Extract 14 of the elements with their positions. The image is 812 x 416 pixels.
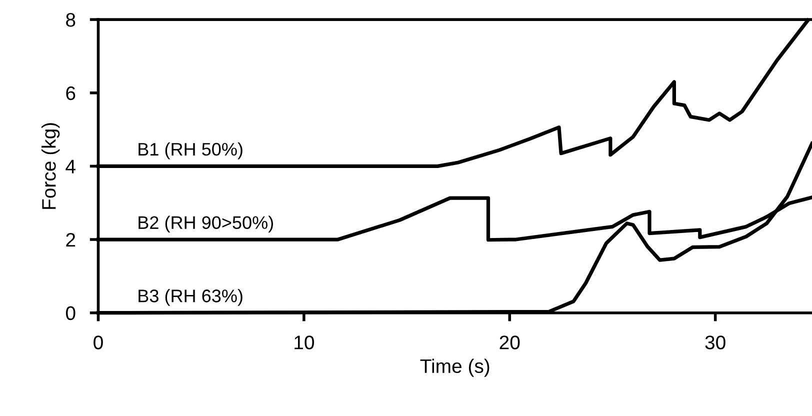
x-tick-label: 0 — [94, 336, 103, 350]
y-tick-label: 2 — [66, 232, 76, 247]
series-label: B2 (RH 90>50%) — [138, 216, 274, 233]
y-tick-label: 8 — [66, 13, 76, 27]
y-tick-label: 6 — [66, 86, 76, 100]
x-tick-label: 30 — [705, 336, 726, 350]
series-label: B1 (RH 50%) — [138, 142, 242, 160]
x-tick-label: 10 — [294, 336, 314, 350]
y-tick-label: 4 — [66, 160, 76, 174]
x-axis-title: Time (s) — [420, 358, 490, 377]
y-axis-title: Force (kg) — [42, 123, 60, 209]
x-tick-label: 20 — [500, 336, 520, 350]
series-label: B3 (RH 63%) — [138, 289, 242, 306]
y-tick-label: 0 — [66, 306, 76, 320]
